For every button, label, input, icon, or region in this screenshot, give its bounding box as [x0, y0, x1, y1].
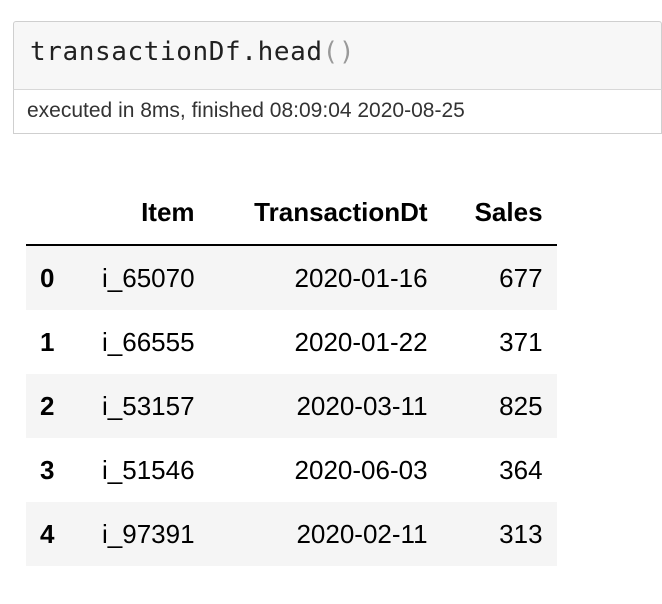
cell-sales: 825 [499, 390, 543, 421]
cell-transactiondt: 2020-02-11 [296, 518, 428, 549]
code-dot: . [241, 37, 258, 67]
code-parens: () [322, 37, 356, 67]
row-index: 2 [40, 390, 55, 421]
table-header: Item TransactionDt Sales [26, 181, 557, 246]
cell-sales: 313 [499, 518, 543, 549]
table-row: 2 i_53157 2020-03-11 825 [26, 374, 557, 438]
execution-info-text: executed in 8ms, finished 08:09:04 2020-… [27, 99, 465, 122]
table-body: 0 i_65070 2020-01-16 677 1 i_66555 2020-… [26, 245, 557, 566]
cell-item: i_97391 [102, 518, 195, 549]
table-row: 0 i_65070 2020-01-16 677 [26, 245, 557, 310]
cell-item: i_65070 [102, 262, 195, 293]
cell-transactiondt: 2020-01-22 [294, 326, 428, 357]
table-row: 3 i_51546 2020-06-03 364 [26, 438, 557, 502]
header-sales: Sales [441, 181, 557, 246]
code-method: head [257, 37, 323, 67]
code-line: transactionDf.head() [30, 37, 355, 67]
row-index: 3 [40, 454, 55, 485]
code-object: transactionDf [30, 37, 242, 67]
header-item: Item [88, 181, 209, 246]
cell-item: i_53157 [102, 390, 195, 421]
row-index: 4 [40, 518, 55, 549]
table-row: 1 i_66555 2020-01-22 371 [26, 310, 557, 374]
cell-sales: 364 [499, 454, 543, 485]
row-index: 1 [40, 326, 55, 357]
row-index: 0 [40, 262, 55, 293]
cell-sales: 677 [499, 262, 543, 293]
cell-transactiondt: 2020-06-03 [294, 454, 428, 485]
code-input-area[interactable]: transactionDf.head() [13, 21, 662, 90]
table-row: 4 i_97391 2020-02-11 313 [26, 502, 557, 566]
execution-info: executed in 8ms, finished 08:09:04 2020-… [13, 89, 662, 134]
cell-transactiondt: 2020-03-11 [296, 390, 428, 421]
cell-item: i_51546 [102, 454, 195, 485]
header-row: Item TransactionDt Sales [26, 181, 557, 246]
header-index [26, 181, 88, 246]
dataframe-table: Item TransactionDt Sales 0 i_65070 2020-… [26, 181, 557, 566]
header-transactiondt: TransactionDt [208, 181, 442, 246]
cell-transactiondt: 2020-01-16 [294, 262, 428, 293]
cell-sales: 371 [499, 326, 543, 357]
cell-item: i_66555 [102, 326, 195, 357]
notebook-cell[interactable]: transactionDf.head() executed in 8ms, fi… [13, 21, 662, 134]
